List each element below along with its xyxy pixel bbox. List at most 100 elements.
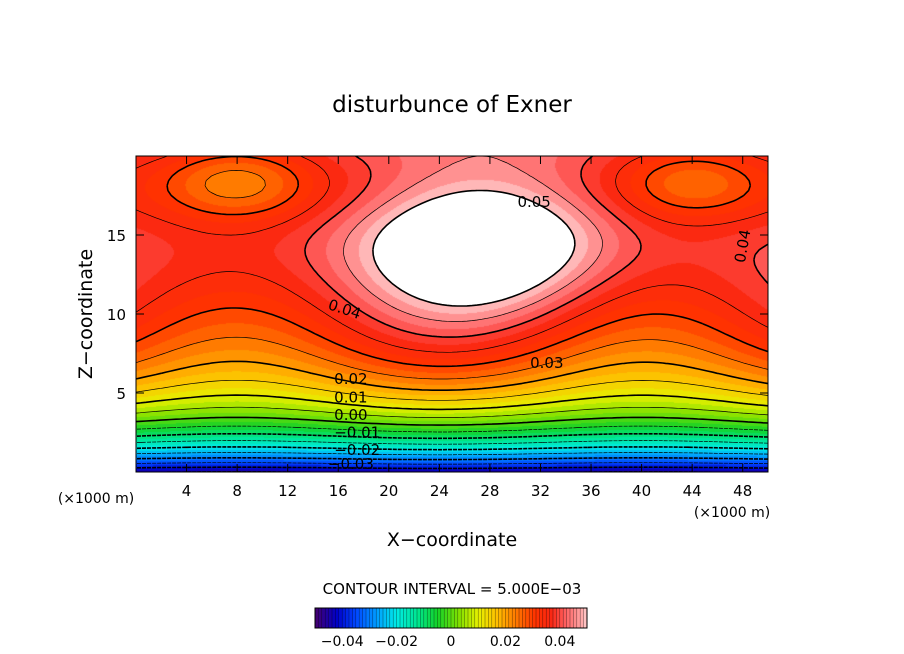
colorbar-swatch <box>583 608 588 628</box>
colorbar-swatch <box>335 608 340 628</box>
colorbar-swatch <box>369 608 374 628</box>
contour-label: 0.05 <box>517 193 550 211</box>
colorbar-swatch <box>566 608 571 628</box>
colorbar-tick-label: −0.02 <box>375 634 418 650</box>
y-unit-label: (×1000 m) <box>58 491 134 507</box>
contour-line <box>372 189 576 307</box>
y-tick-label: 10 <box>107 306 126 324</box>
contour-label: −0.01 <box>334 424 380 442</box>
contour-line <box>343 156 603 322</box>
colorbar-swatch <box>498 608 503 628</box>
colorbar-swatch <box>580 608 584 628</box>
y-tick-label: 5 <box>116 385 126 403</box>
contour-line <box>136 433 768 440</box>
x-tick-label: 48 <box>733 482 752 500</box>
colorbar-swatch <box>328 608 333 628</box>
colorbar-swatch <box>502 608 506 628</box>
colorbar-swatch <box>417 608 421 628</box>
colorbar-swatch <box>366 608 370 628</box>
colorbar-tick-label: 0.02 <box>490 634 521 650</box>
colorbar-ticks: −0.04 −0.02 0 0.02 0.04 <box>321 634 576 650</box>
colorbar-swatch <box>573 608 578 628</box>
contour-label: −0.03 <box>328 455 374 473</box>
x-tick-label: 16 <box>329 482 348 500</box>
x-tick-label: 4 <box>182 482 192 500</box>
contour-line <box>136 440 768 445</box>
colorbar-swatch <box>468 608 472 628</box>
colorbar-swatch <box>532 608 537 628</box>
colorbar-swatch <box>342 608 346 628</box>
colorbar-swatch <box>471 608 476 628</box>
colorbar-swatch <box>427 608 431 628</box>
x-axis-label: X−coordinate <box>387 529 517 551</box>
colorbar-swatch <box>318 608 323 628</box>
contour-label: 0.00 <box>334 406 367 424</box>
colorbar-frame <box>314 607 588 629</box>
colorbar-swatch <box>525 608 530 628</box>
colorbar-swatch <box>376 608 380 628</box>
contour-line <box>136 156 768 368</box>
colorbar-swatch <box>406 608 411 628</box>
contour-line <box>136 416 768 426</box>
contour-line <box>136 156 768 353</box>
x-axis-ticks: 4 8 12 16 20 24 28 32 36 40 44 48 <box>182 156 752 500</box>
colorbar-swatch <box>440 608 445 628</box>
colorbar-swatch <box>556 608 561 628</box>
colorbar-swatch <box>515 608 520 628</box>
y-axis-label: Z−coordinate <box>75 249 97 379</box>
colorbar-swatch <box>451 608 455 628</box>
contour-interval-text: CONTOUR INTERVAL = 5.000E−03 <box>323 580 582 598</box>
x-tick-label: 28 <box>480 482 499 500</box>
colorbar-swatch <box>386 608 391 628</box>
contour-line <box>136 425 768 433</box>
x-tick-label: 12 <box>278 482 297 500</box>
x-tick-label: 44 <box>683 482 702 500</box>
colorbar-tick-label: 0.04 <box>544 634 575 650</box>
colorbar-swatch <box>420 608 425 628</box>
colorbar-swatch <box>491 608 496 628</box>
colorbar-tick-label: 0 <box>447 634 456 650</box>
colorbar-swatch <box>437 608 442 628</box>
colorbar-swatch <box>444 608 448 628</box>
x-tick-label: 20 <box>379 482 398 500</box>
colorbar-swatch <box>461 608 465 628</box>
colorbar-swatch <box>508 608 513 628</box>
colorbar-swatch <box>413 608 418 628</box>
colorbar-swatch <box>434 608 438 628</box>
colorbar-swatch <box>447 608 452 628</box>
x-tick-label: 8 <box>232 482 242 500</box>
colorbar-swatch <box>352 608 357 628</box>
x-unit-label: (×1000 m) <box>694 505 770 521</box>
colorbar-swatch <box>372 608 377 628</box>
colorbar-swatch <box>478 608 482 628</box>
x-tick-label: 36 <box>581 482 600 500</box>
colorbar-swatch <box>325 608 329 628</box>
contour-label: 0.02 <box>334 370 367 388</box>
contour-label: −0.02 <box>334 441 380 459</box>
colorbar-swatch <box>393 608 397 628</box>
contour-line <box>136 462 768 465</box>
colorbar-swatch <box>410 608 414 628</box>
y-tick-label: 15 <box>107 227 126 245</box>
chart-title: disturbunce of Exner <box>332 92 572 118</box>
colorbar-swatch <box>529 608 533 628</box>
colorbar-swatch <box>485 608 489 628</box>
colorbar-swatch <box>349 608 353 628</box>
colorbar-swatch <box>464 608 469 628</box>
contour-line <box>136 446 768 451</box>
contour-line <box>136 457 768 461</box>
x-tick-label: 32 <box>531 482 550 500</box>
colorbar-swatch <box>553 608 557 628</box>
x-tick-label: 40 <box>632 482 651 500</box>
colorbar-swatch <box>338 608 343 628</box>
contour-line <box>136 406 768 418</box>
colorbar-swatch <box>383 608 387 628</box>
colorbar-swatch <box>396 608 401 628</box>
colorbar-swatch <box>570 608 574 628</box>
contour-label: 0.01 <box>334 389 367 407</box>
colorbar-swatch <box>522 608 527 628</box>
colorbar-swatch <box>430 608 435 628</box>
colorbar-swatch <box>379 608 384 628</box>
contour-label: 0.04 <box>731 228 755 264</box>
